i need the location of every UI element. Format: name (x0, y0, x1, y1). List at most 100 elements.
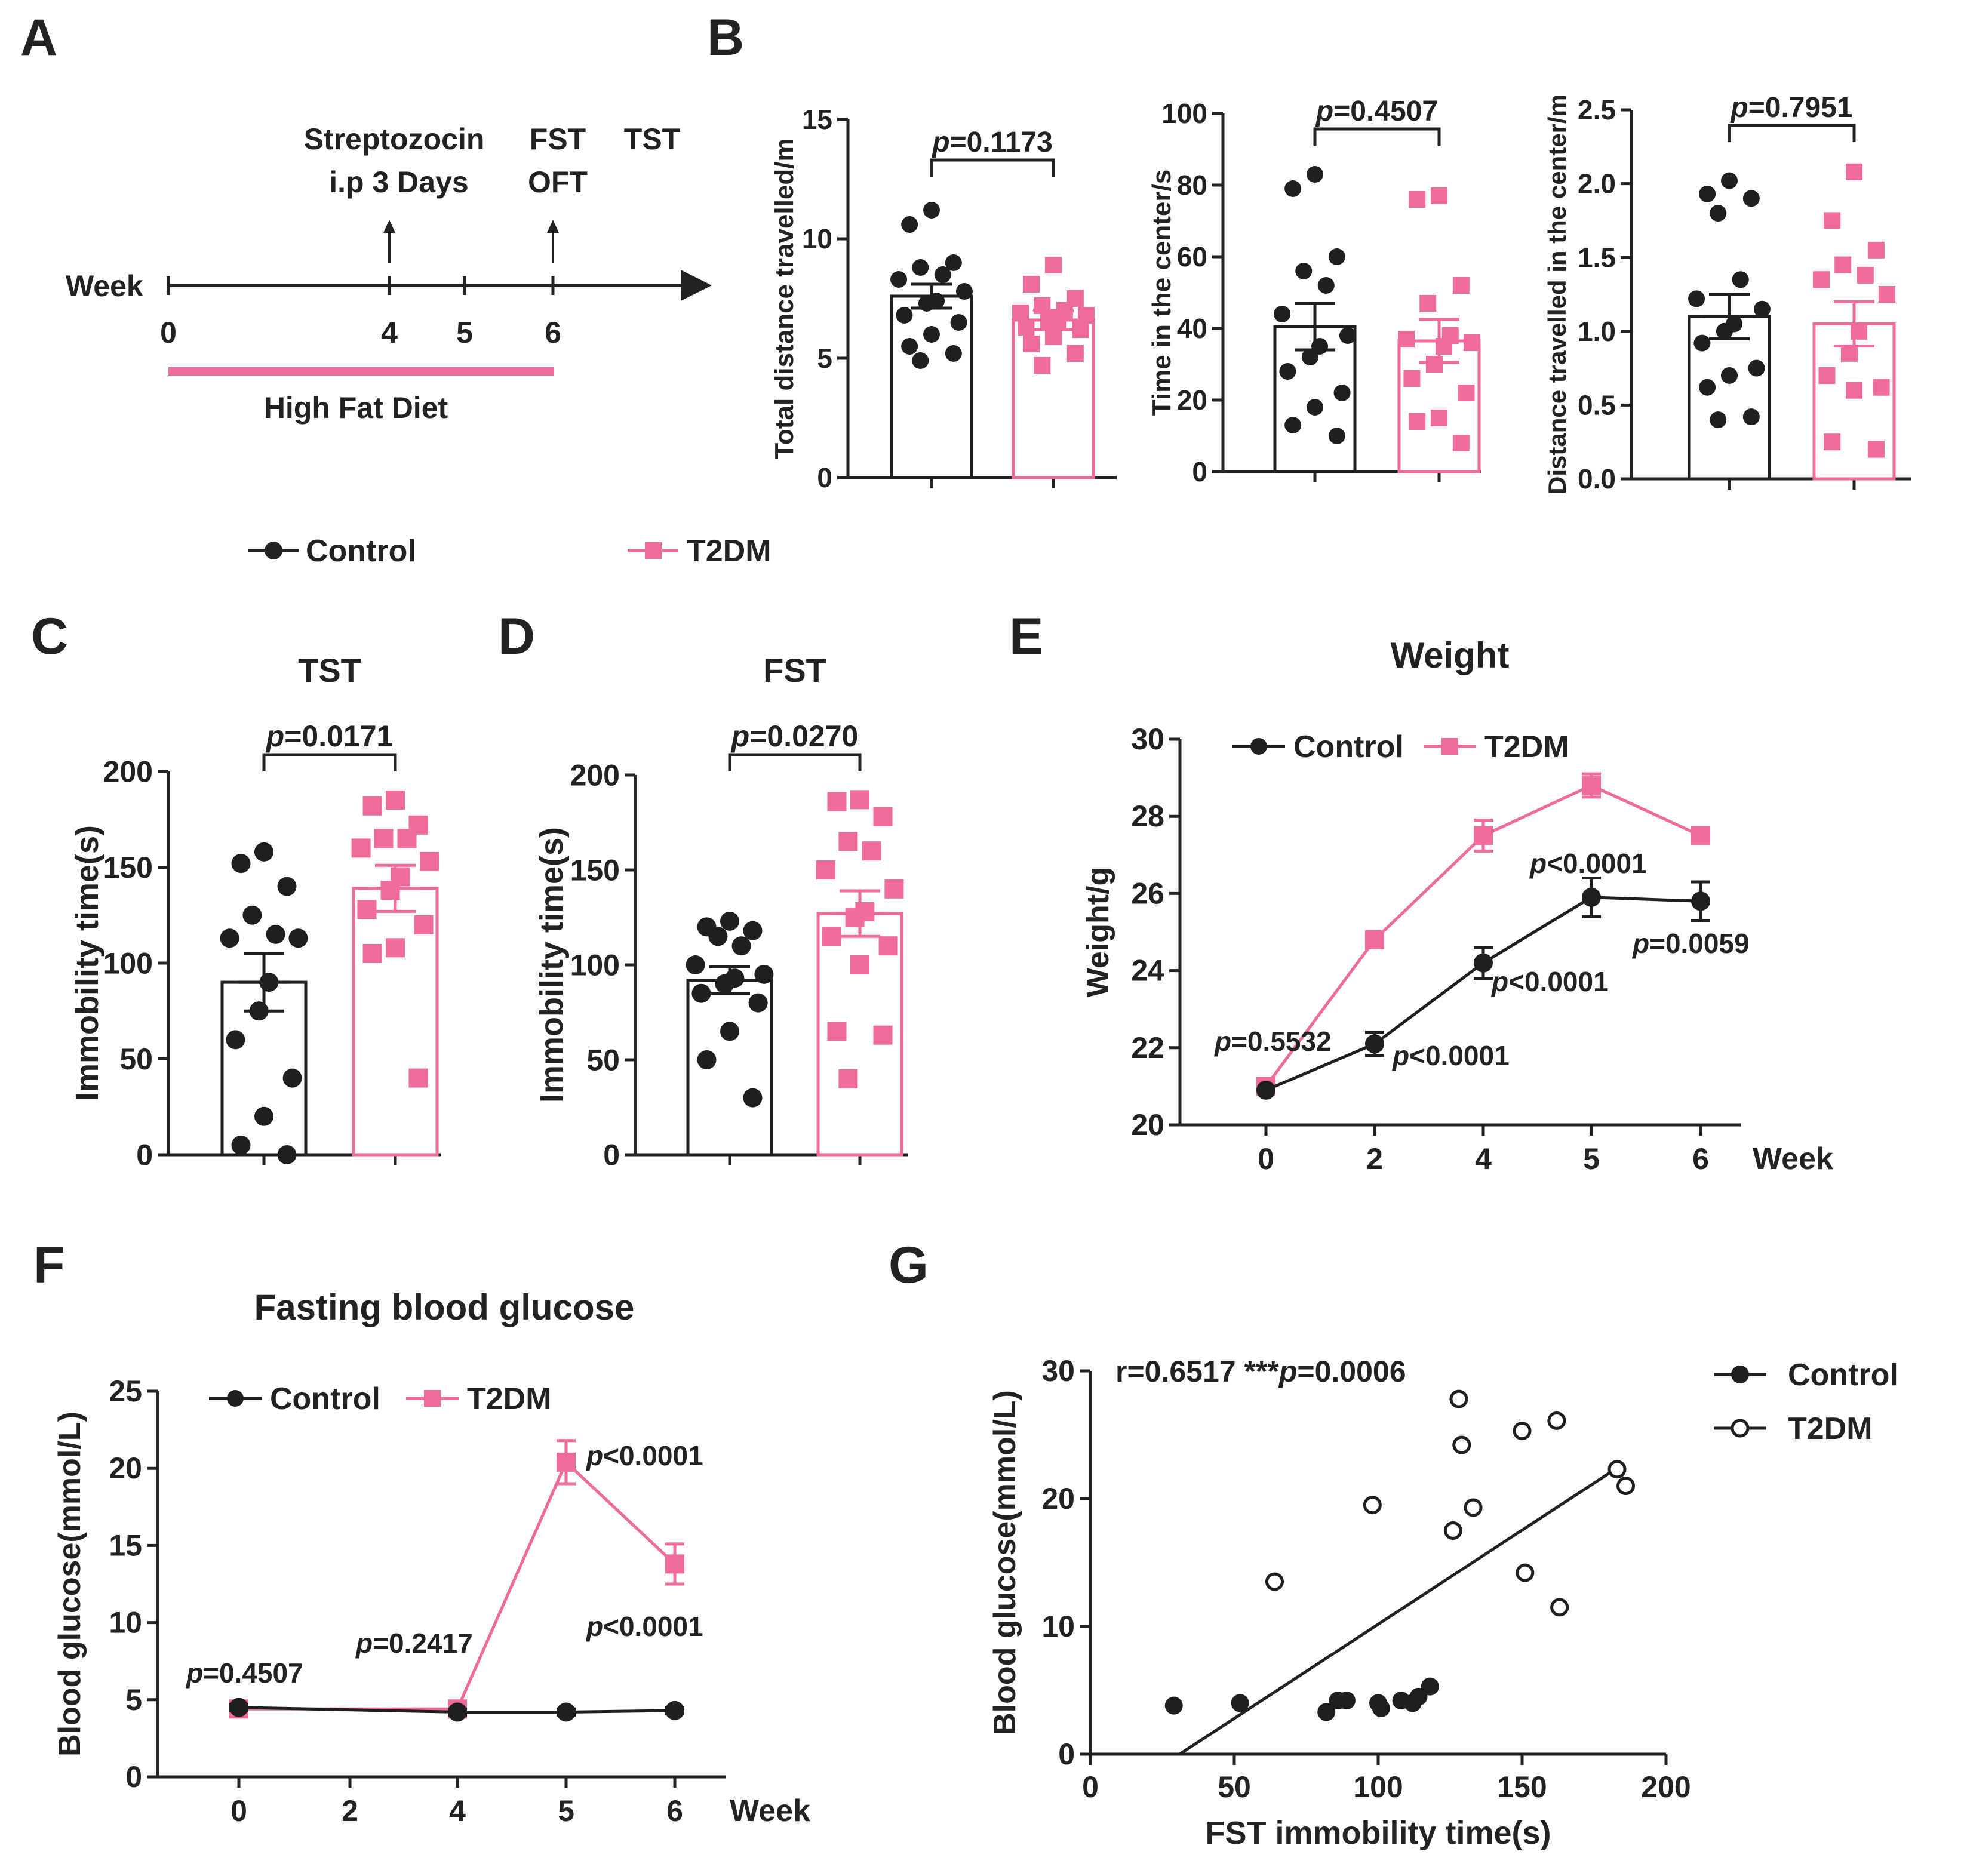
data-point-t2dm (1018, 319, 1035, 336)
chart-correlation: 0 10 20 30 0 50 100 150 200 FST immobility time(s… (988, 1354, 1898, 1851)
x-tick-label: 5 (558, 1794, 574, 1828)
data-point-control (1279, 363, 1296, 380)
data-point-t2dm (374, 829, 394, 848)
data-point-t2dm (1363, 1496, 1382, 1515)
data-point-control (901, 338, 918, 355)
data-point-t2dm (878, 936, 898, 956)
panel-letter-d: D (498, 608, 535, 665)
data-point-t2dm (827, 792, 847, 811)
data-point-control (1699, 185, 1716, 202)
data-point-t2dm (1012, 305, 1029, 321)
data-point-t2dm (1066, 345, 1084, 362)
data-point-control (1721, 367, 1738, 384)
data-point-t2dm (357, 900, 377, 919)
data-point-t2dm (1878, 286, 1895, 303)
data-point-t2dm (1419, 295, 1437, 312)
y-tick-label: 10 (1041, 1610, 1075, 1643)
legend-t2dm-marker (1731, 1419, 1750, 1438)
p-value-annotation-value: <0.0001 (603, 1611, 703, 1642)
timeline-tick-label-6: 6 (545, 316, 561, 349)
panel-letter-f: F (33, 1237, 65, 1294)
p-value-label-value: =0.0171 (284, 719, 393, 753)
x-tick-label: 0 (230, 1794, 247, 1828)
data-point-control (715, 974, 734, 994)
y-tick-label: 200 (570, 759, 620, 792)
data-point-t2dm (1452, 1435, 1471, 1454)
data-point-t2dm (1034, 297, 1051, 314)
y-tick-label: 50 (586, 1044, 620, 1077)
significance-bracket (930, 158, 1055, 177)
p-value-annotation-italic-p: p (185, 1657, 203, 1689)
data-point-control (1284, 417, 1302, 433)
data-point-t2dm (1463, 334, 1480, 351)
data-point-t2dm (1464, 1498, 1483, 1517)
data-point-t2dm (1818, 367, 1836, 384)
y-tick-label: 1.5 (1578, 242, 1616, 273)
data-point-control (1333, 385, 1351, 401)
top-legend-control-marker (265, 542, 282, 559)
data-point-t2dm (1452, 435, 1470, 451)
p-value-label: p=0.0270 (730, 719, 859, 753)
y-tick-label: 20 (1131, 1108, 1164, 1142)
p-value-label-italic-p: p (730, 719, 750, 753)
data-point-control (1742, 408, 1760, 426)
data-point-t2dm (1436, 338, 1453, 355)
data-point-control (955, 283, 973, 300)
y-axis-label: Total distance travelled/m (770, 138, 799, 459)
y-axis-label: Blood glucose(mmol/L) (988, 1390, 1022, 1735)
data-point-control (557, 1702, 576, 1722)
data-point-control (249, 1001, 269, 1021)
data-point-control (743, 1088, 763, 1108)
data-point-control (277, 1145, 297, 1164)
p-value-annotation: p=0.2417 (355, 1628, 473, 1659)
legend-t2dm-label: T2DM (1484, 730, 1569, 764)
data-point-control (220, 928, 239, 948)
p-value-label-value: =0.1173 (950, 127, 1053, 158)
data-point-t2dm (408, 1068, 428, 1088)
diet-bar (168, 367, 554, 376)
data-point-t2dm (1409, 413, 1426, 430)
data-point-control (1295, 263, 1313, 279)
data-point-control (1693, 334, 1711, 352)
data-point-t2dm (1550, 1598, 1569, 1617)
x-tick-label: 150 (1497, 1770, 1547, 1804)
data-point-control (1307, 166, 1323, 183)
x-axis-label: Week (730, 1794, 810, 1828)
data-point-control (254, 842, 273, 862)
y-tick-label: 20 (1177, 385, 1207, 416)
data-point-t2dm (1516, 1563, 1535, 1582)
data-point-t2dm (1873, 379, 1890, 396)
top-legend-control-label: Control (306, 534, 416, 568)
p-value-annotation: p<0.0001 (585, 1440, 703, 1471)
panel-letter-e: E (1009, 608, 1043, 665)
data-point-control (945, 254, 962, 271)
data-point-t2dm (1072, 321, 1089, 338)
p-value-annotation-value: =0.0059 (1649, 928, 1750, 959)
legend-t2dm-label: T2DM (1788, 1411, 1873, 1446)
y-tick-label: 0.0 (1578, 463, 1616, 494)
y-tick-label: 0 (1192, 456, 1207, 487)
data-point-t2dm (1851, 322, 1868, 340)
data-point-t2dm (1023, 276, 1040, 293)
chart-title: FST (763, 651, 826, 689)
stz-arrow-head (383, 220, 395, 233)
y-tick-label: 150 (103, 851, 153, 884)
stz-label-line1: Streptozocin (304, 122, 485, 156)
p-value-label-value: =0.4507 (1333, 96, 1438, 127)
p-value-annotation: p<0.0001 (1490, 966, 1609, 997)
data-point-control (1748, 359, 1765, 377)
stz-label-line2: i.p 3 Days (329, 165, 468, 199)
p-value-label-value: =0.7951 (1748, 92, 1853, 124)
y-tick-label: 0 (125, 1760, 142, 1794)
data-point-control (1421, 1677, 1439, 1696)
timeline-tick-label-4: 4 (381, 316, 398, 349)
data-point-t2dm (1458, 385, 1475, 401)
significance-bracket (1728, 124, 1856, 142)
chart-title: Weight (1391, 635, 1510, 675)
data-point-control (1231, 1694, 1249, 1712)
data-point-t2dm (1409, 191, 1426, 208)
chart-title: TST (298, 651, 361, 689)
y-tick-label: 0 (817, 462, 832, 493)
